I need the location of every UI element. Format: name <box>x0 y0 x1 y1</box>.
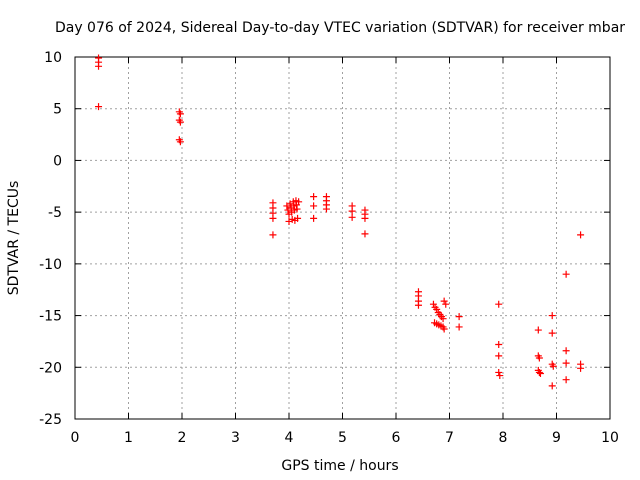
data-point <box>440 325 448 333</box>
x-tick-label: 4 <box>285 430 294 446</box>
y-tick-label: 10 <box>44 50 62 66</box>
data-point <box>577 364 585 372</box>
y-tick-label: -5 <box>48 205 62 221</box>
data-point <box>294 214 302 222</box>
data-point <box>562 376 570 384</box>
y-tick-label: -15 <box>39 309 62 325</box>
data-point <box>361 214 369 222</box>
x-tick-labels: 0 1 2 3 4 5 6 7 8 9 10 <box>71 430 619 446</box>
data-point <box>562 359 570 367</box>
data-point <box>455 313 463 321</box>
x-tick-label: 5 <box>338 430 347 446</box>
data-point <box>293 205 301 213</box>
data-point <box>310 214 318 222</box>
data-point <box>577 231 585 239</box>
data-point <box>534 326 542 334</box>
data-point <box>535 354 543 362</box>
y-tick-labels: 10 5 0 -5 -10 -15 -20 -25 <box>39 50 62 428</box>
data-point <box>548 329 556 337</box>
data-point <box>95 62 103 70</box>
x-tick-label: 1 <box>124 430 133 446</box>
data-point <box>548 382 556 390</box>
data-point <box>429 300 437 308</box>
x-tick-label: 7 <box>445 430 454 446</box>
data-point <box>269 214 277 222</box>
y-tick-label: 5 <box>53 102 62 118</box>
y-tick-label: -10 <box>39 257 62 273</box>
x-tick-label: 8 <box>499 430 508 446</box>
data-point <box>496 372 504 380</box>
data-point <box>322 205 330 213</box>
data-point <box>455 323 463 331</box>
x-tick-label: 2 <box>178 430 187 446</box>
x-tick-label: 3 <box>231 430 240 446</box>
data-point <box>310 193 318 201</box>
data-point <box>562 347 570 355</box>
x-tick-label: 6 <box>392 430 401 446</box>
data-point <box>433 305 441 313</box>
x-tick-label: 9 <box>552 430 561 446</box>
chart-title: Day 076 of 2024, Sidereal Day-to-day VTE… <box>55 20 625 36</box>
data-point <box>562 270 570 278</box>
data-point <box>442 300 450 308</box>
data-point <box>176 138 184 146</box>
data-point <box>176 110 184 118</box>
x-tick-label: 10 <box>601 430 619 446</box>
data-point <box>269 231 277 239</box>
x-tick-label: 0 <box>71 430 80 446</box>
data-point <box>495 341 503 349</box>
data-point <box>536 369 544 377</box>
data-point <box>414 301 422 309</box>
data-point <box>440 297 448 305</box>
grid-lines <box>75 57 610 419</box>
y-tick-label: -25 <box>39 412 62 428</box>
data-point <box>295 198 303 206</box>
data-point <box>439 315 447 323</box>
data-point <box>176 118 184 126</box>
axis-ticks <box>74 56 611 420</box>
data-point <box>495 368 503 376</box>
data-points <box>95 54 585 390</box>
data-point <box>348 207 356 215</box>
data-point <box>310 202 318 210</box>
data-point <box>348 213 356 221</box>
x-axis-title: GPS time / hours <box>281 458 398 474</box>
data-point <box>535 368 543 376</box>
y-tick-label: 0 <box>53 153 62 169</box>
data-point <box>95 103 103 111</box>
data-point <box>495 352 503 360</box>
y-axis-title: SDTVAR / TECUs <box>6 181 22 296</box>
data-point <box>549 362 557 370</box>
y-tick-label: -20 <box>39 360 62 376</box>
data-point <box>495 300 503 308</box>
data-point <box>548 312 556 320</box>
data-point <box>361 230 369 238</box>
